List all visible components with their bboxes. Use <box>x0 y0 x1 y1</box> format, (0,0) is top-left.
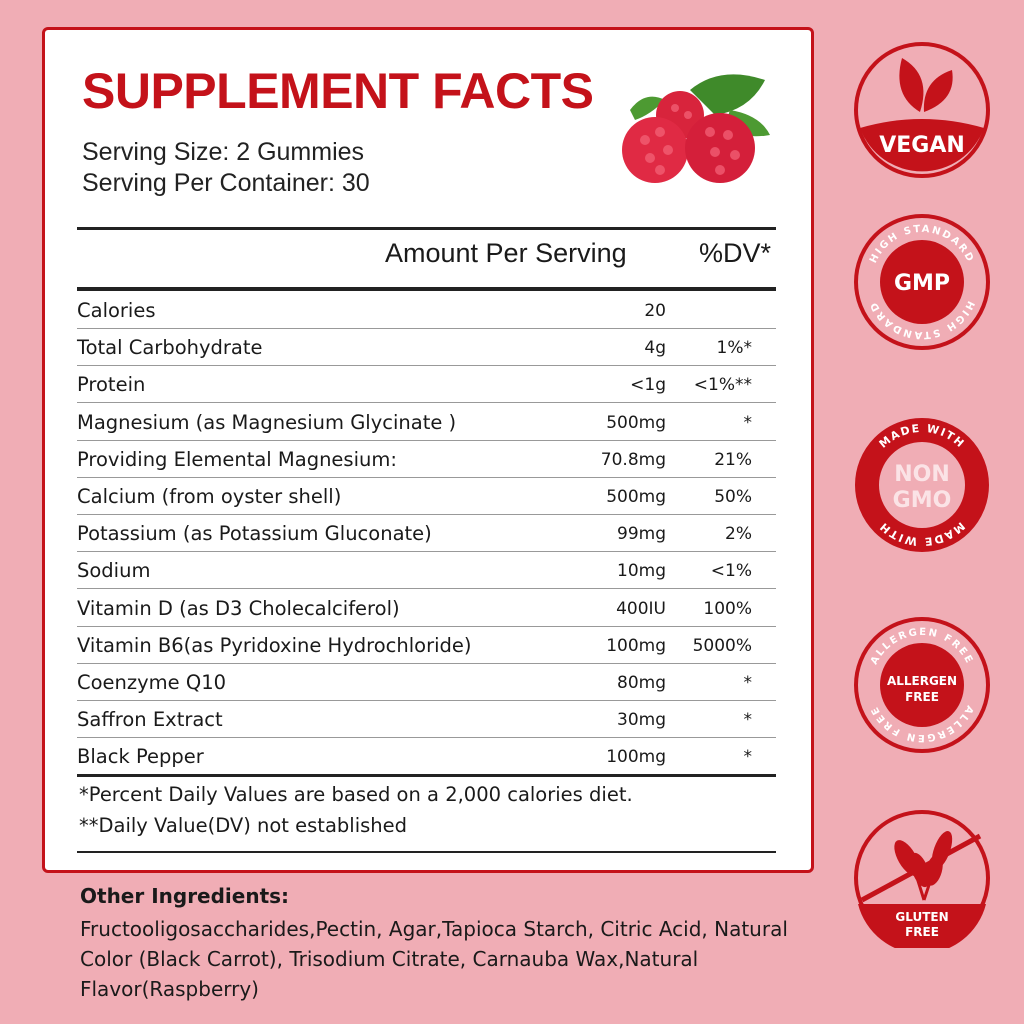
svg-text:FREE: FREE <box>905 925 939 939</box>
nutrient-amount: 100mg <box>606 747 666 768</box>
page-title: SUPPLEMENT FACTS <box>82 63 594 119</box>
nutrient-amount: 500mg <box>606 412 666 433</box>
nutrient-amount: 400IU <box>616 598 666 619</box>
table-row: Protein <1g <1%** <box>77 365 776 404</box>
allergen-free-badge: ALLERGEN FREE ALLERGEN FREE ALLERGEN FRE… <box>854 617 990 753</box>
table-row: Magnesium (as Magnesium Glycinate ) 500mg… <box>77 403 776 441</box>
nutrient-amount: 100mg <box>606 635 666 656</box>
nutrient-name: Calories <box>77 299 156 322</box>
nutrient-dv: * <box>743 412 753 433</box>
nutrient-name: Sodium <box>77 559 151 583</box>
table-row: Calories 20 <box>77 291 776 329</box>
svg-text:VEGAN: VEGAN <box>879 133 965 158</box>
nutrient-amount: 80mg <box>617 673 666 693</box>
nutrient-amount: <1g <box>630 375 666 396</box>
nutrient-name: Vitamin B6(as Pyridoxine Hydrochloride) <box>77 633 472 657</box>
table-row: Saffron Extract 30mg * <box>77 700 776 739</box>
svg-text:GMO: GMO <box>893 488 952 513</box>
wheat-icon <box>894 831 953 901</box>
non-gmo-badge: MADE WITH MADE WITH NON GMO <box>855 418 989 552</box>
nutrient-name: Black Pepper <box>77 745 204 769</box>
nutrient-dv: 5000% <box>692 635 752 656</box>
serving-size: Serving Size: 2 Gummies <box>82 138 365 166</box>
nutrient-name: Coenzyme Q10 <box>77 671 227 694</box>
table-row: Calcium (from oyster shell) 500mg 50% <box>77 477 776 515</box>
table-row: Total Carbohydrate 4g 1%* <box>77 328 776 367</box>
supplement-facts-panel <box>42 27 814 873</box>
table-row: Vitamin D (as D3 Cholecalciferol) 400IU 10… <box>77 589 776 627</box>
nutrient-amount: 70.8mg <box>600 449 666 470</box>
nutrient-name: Magnesium (as Magnesium Glycinate ) <box>77 410 457 434</box>
nutrient-dv: * <box>743 747 753 768</box>
nutrient-dv: 100% <box>703 598 752 619</box>
nutrient-name: Protein <box>77 373 146 397</box>
table-row: Potassium (as Potassium Gluconate) 99mg 2% <box>77 514 776 553</box>
nutrient-amount: 99mg <box>617 524 666 545</box>
svg-text:GLUTEN: GLUTEN <box>895 910 948 924</box>
nutrient-dv: <1%** <box>693 375 752 396</box>
table-row: Sodium 10mg <1% <box>77 551 776 590</box>
servings-per-container: Serving Per Container: 30 <box>82 169 370 197</box>
nutrient-name: Potassium (as Potassium Gluconate) <box>77 522 432 546</box>
nutrient-amount: 10mg <box>617 561 666 582</box>
divider <box>77 851 776 853</box>
table-row: Providing Elemental Magnesium: 70.8mg 21% <box>77 440 776 478</box>
nutrient-dv: 21% <box>714 449 752 470</box>
svg-text:FREE: FREE <box>905 690 939 704</box>
nutrient-dv: 1%* <box>716 338 752 359</box>
gmp-badge: HIGH STANDARD HIGH STANDARD GMP <box>854 214 990 350</box>
divider <box>77 287 776 291</box>
table-row: Black Pepper 100mg * <box>77 737 776 778</box>
svg-text:GMP: GMP <box>894 271 950 296</box>
divider <box>77 227 776 230</box>
svg-text:ALLERGEN: ALLERGEN <box>887 674 957 688</box>
amount-per-serving-header: Amount Per Serving <box>385 238 627 268</box>
footnote-dv: *Percent Daily Values are based on a 2,0… <box>79 783 633 806</box>
raspberry-image <box>622 74 770 183</box>
nutrient-name: Total Carbohydrate <box>77 336 263 360</box>
nutrient-amount: 20 <box>644 301 666 321</box>
nutrient-dv: <1% <box>710 561 752 582</box>
nutrient-dv: 2% <box>725 524 752 545</box>
nutrient-name: Saffron Extract <box>77 708 223 732</box>
nutrient-name: Vitamin D (as D3 Cholecalciferol) <box>77 596 400 620</box>
nutrient-dv: * <box>743 710 753 731</box>
nutrient-name: Providing Elemental Magnesium: <box>77 447 397 471</box>
other-ingredients-heading: Other Ingredients: <box>80 884 290 908</box>
nutrient-amount: 4g <box>644 338 666 359</box>
leaf-icon <box>899 58 953 112</box>
nutrient-name: Calcium (from oyster shell) <box>77 485 342 508</box>
gluten-free-badge: GLUTEN FREE <box>854 810 990 948</box>
nutrient-dv: 50% <box>714 487 752 507</box>
nutrient-dv: * <box>743 673 753 693</box>
svg-text:NON: NON <box>894 462 950 487</box>
table-row: Coenzyme Q10 80mg * <box>77 663 776 701</box>
footnote-not-established: **Daily Value(DV) not established <box>79 814 408 837</box>
vegan-badge: VEGAN <box>854 42 990 178</box>
nutrient-amount: 500mg <box>606 487 666 507</box>
nutrient-amount: 30mg <box>617 710 666 731</box>
dv-header: %DV* <box>699 238 772 268</box>
other-ingredients-text: Fructooligosaccharides,Pectin, Agar,Tapi… <box>80 917 788 1001</box>
table-row: Vitamin B6(as Pyridoxine Hydrochloride) 1… <box>77 626 776 664</box>
